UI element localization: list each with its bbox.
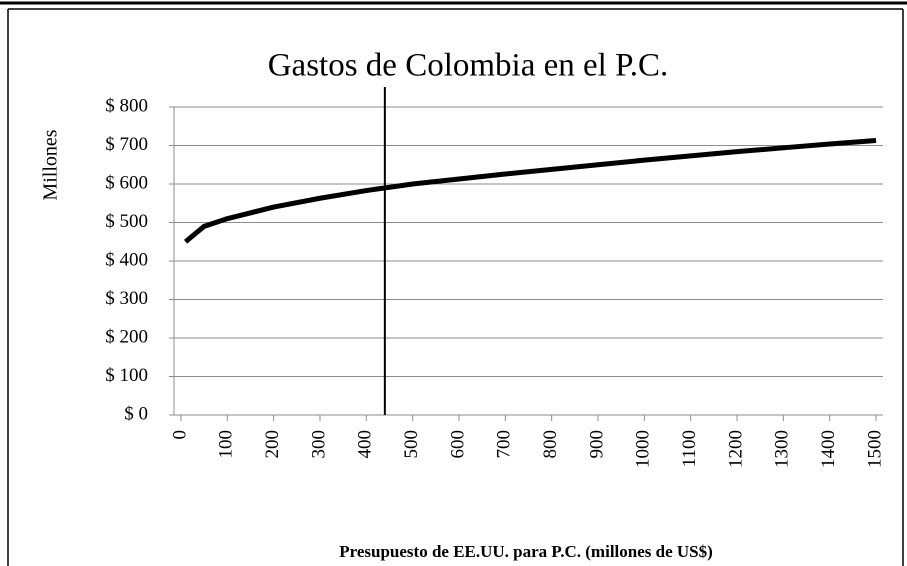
x-tick-label: 1300 <box>772 430 793 468</box>
x-tick-label: 400 <box>355 430 376 459</box>
y-tick-label: $ 800 <box>105 95 148 116</box>
x-tick-label: 0 <box>169 430 190 440</box>
data-line <box>183 138 877 244</box>
y-axis-label: Millones <box>40 129 62 200</box>
x-tick-label: 600 <box>447 430 468 459</box>
y-tick-label: $ 500 <box>105 211 148 232</box>
x-tick-label: 700 <box>494 430 515 459</box>
y-tick-label: $ 0 <box>124 403 148 424</box>
x-tick-label: 800 <box>540 430 561 459</box>
x-tick-label: 1000 <box>633 430 654 468</box>
x-tick-label: 1100 <box>679 430 700 467</box>
x-tick-label: 1500 <box>864 430 885 468</box>
chart-title: Gastos de Colombia en el P.C. <box>268 48 669 84</box>
y-tick-label: $ 100 <box>105 365 148 386</box>
x-tick-label: 1200 <box>725 430 746 468</box>
y-tick-label: $ 700 <box>105 134 148 155</box>
x-tick-label: 900 <box>586 430 607 459</box>
x-tick-label: 500 <box>401 430 422 459</box>
x-tick-label: 200 <box>262 430 283 459</box>
x-axis-label: Presupuesto de EE.UU. para P.C. (millone… <box>339 542 713 561</box>
x-tick-label: 1400 <box>818 430 839 468</box>
x-tick-label: 300 <box>308 430 329 459</box>
x-tick-label: 100 <box>216 430 237 459</box>
y-tick-label: $ 300 <box>105 288 148 309</box>
y-tick-label: $ 600 <box>105 172 148 193</box>
y-tick-label: $ 400 <box>105 249 148 270</box>
y-tick-label: $ 200 <box>105 326 148 347</box>
